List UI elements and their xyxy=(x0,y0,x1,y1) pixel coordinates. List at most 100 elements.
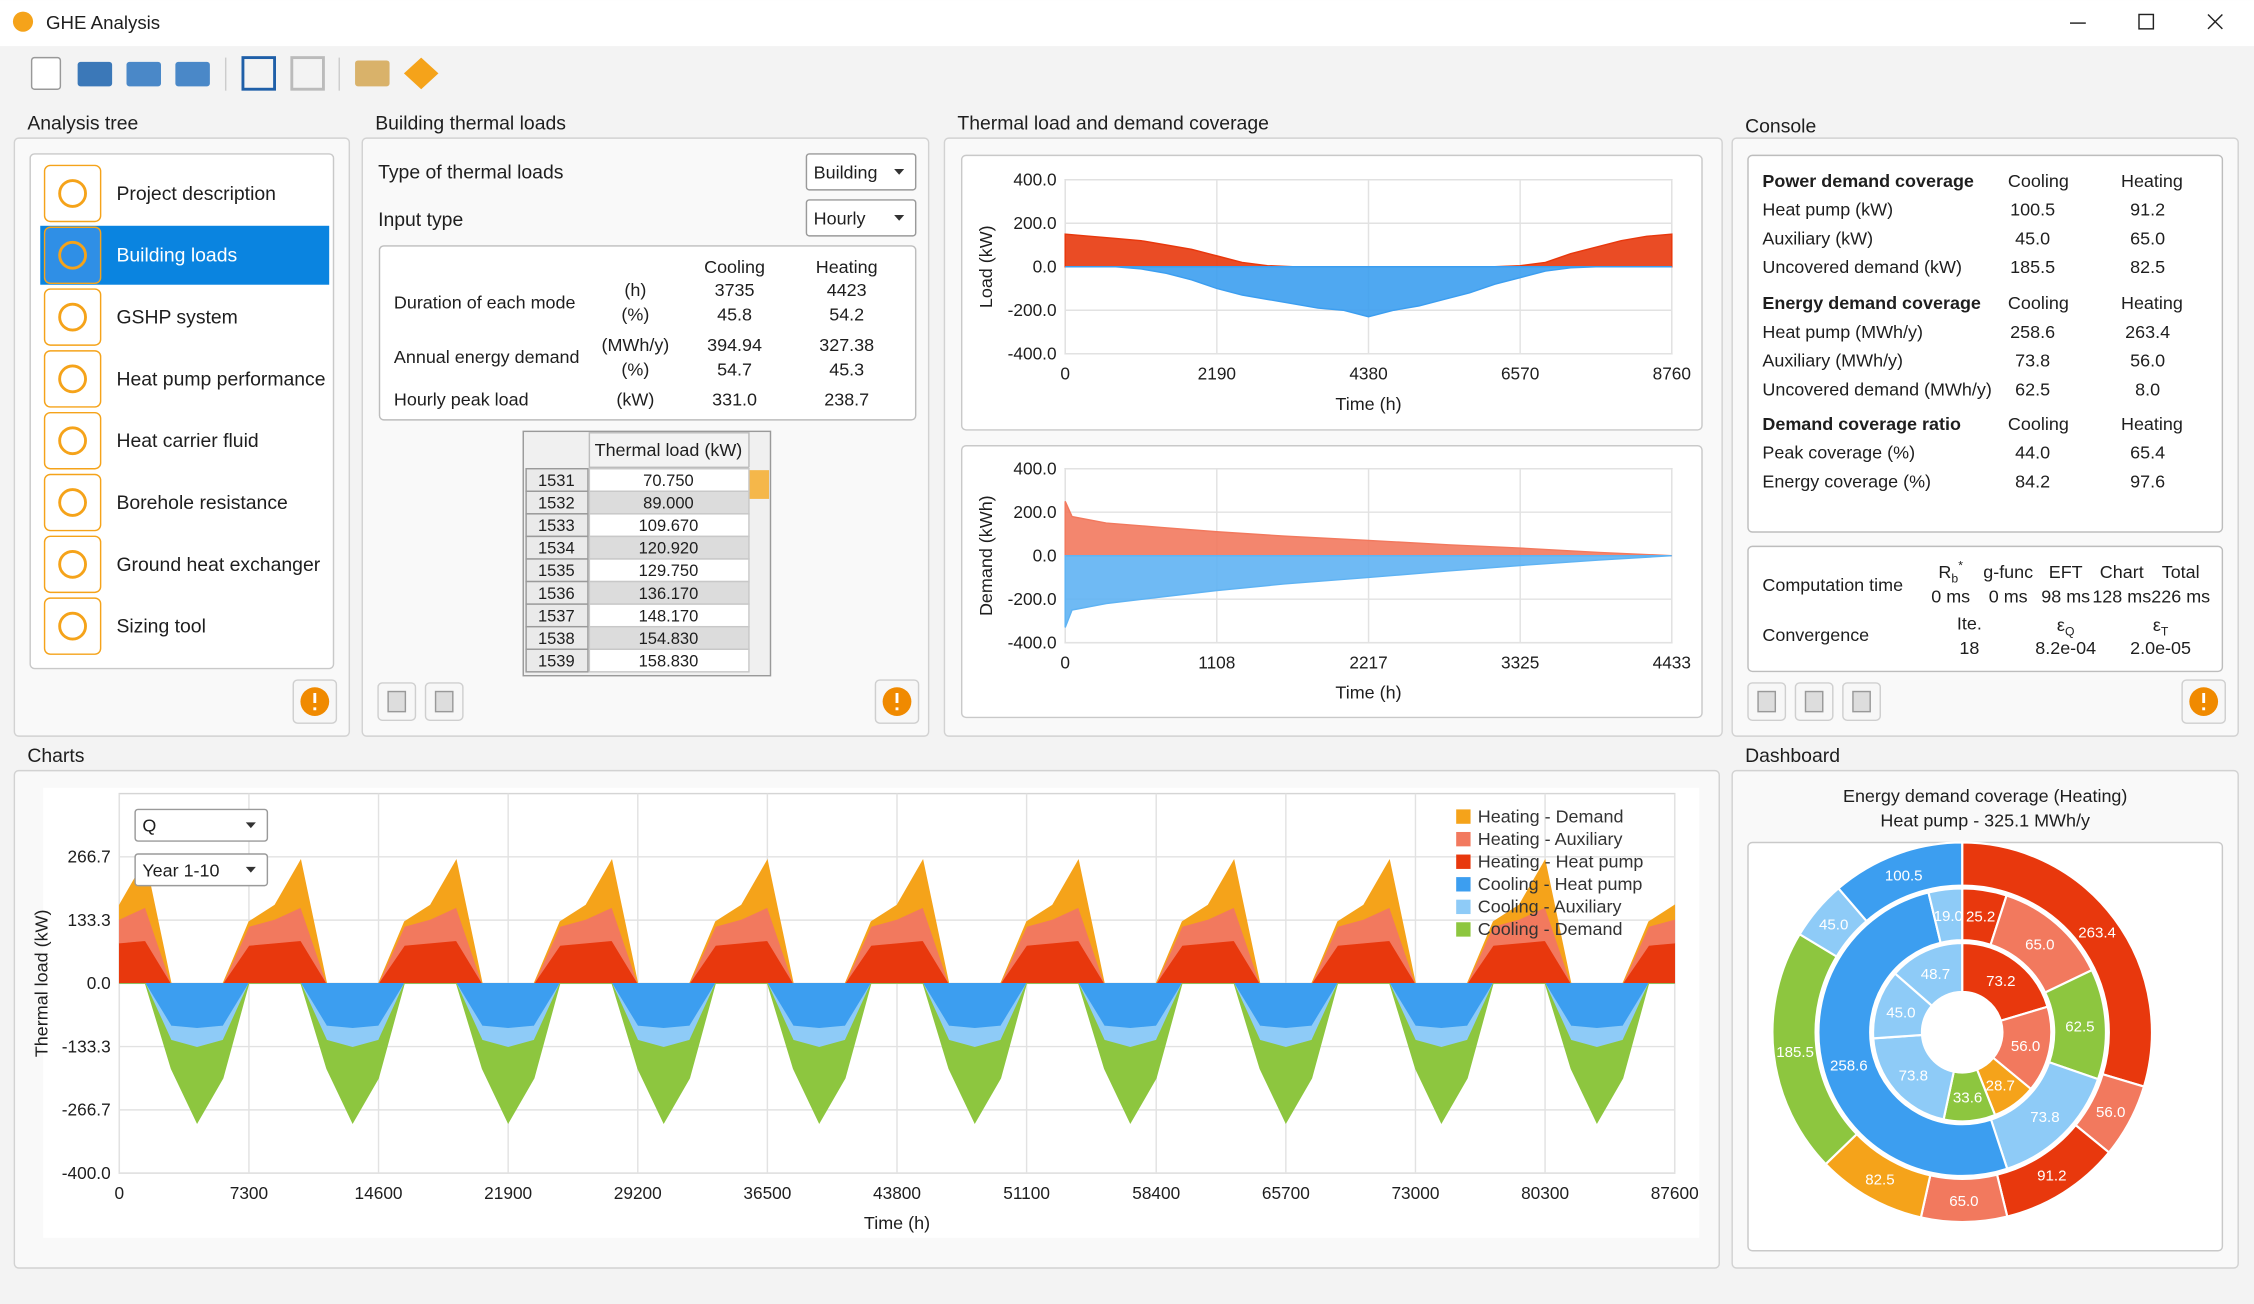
segment-label: 28.7 xyxy=(1986,1077,2015,1094)
convergence-value: 8.2e-04 xyxy=(2035,638,2096,658)
panel-title: Thermal load and demand coverage xyxy=(957,112,1269,134)
heating-value: 65.0 xyxy=(2130,228,2165,248)
y-tick-label: -400.0 xyxy=(1008,343,1057,363)
table-value: 154.830 xyxy=(639,629,699,648)
item-icon[interactable] xyxy=(43,535,102,594)
symbol: Rb* xyxy=(1938,558,1963,585)
scroll-thumb[interactable] xyxy=(748,470,770,499)
legend-label: Heating - Auxiliary xyxy=(1478,829,1623,849)
dropdown[interactable] xyxy=(134,808,269,842)
column-header: EFT xyxy=(2049,562,2083,582)
tree-item[interactable]: Project description xyxy=(116,183,276,205)
edit-button[interactable] xyxy=(355,60,390,87)
save-as-button[interactable] xyxy=(175,61,210,87)
cooling-value: 394.94 xyxy=(707,335,762,355)
item-icon[interactable] xyxy=(43,473,102,532)
label: Input type xyxy=(378,209,463,231)
tree-item[interactable]: Heat pump performance xyxy=(116,368,325,390)
run-button[interactable] xyxy=(403,57,439,90)
table-cell xyxy=(588,648,750,673)
fullscreen-button[interactable] xyxy=(241,56,276,91)
x-tick-label: 87600 xyxy=(1651,1183,1699,1203)
legend-label: Heating - Demand xyxy=(1478,806,1624,826)
toolbar xyxy=(30,56,439,91)
row-number: 1535 xyxy=(538,561,575,580)
segment-label: 73.8 xyxy=(1899,1067,1928,1084)
table-value: 158.830 xyxy=(639,652,699,671)
new-button[interactable] xyxy=(30,56,62,90)
tree-item[interactable]: Borehole resistance xyxy=(116,492,287,514)
window-title: GHE Analysis xyxy=(46,12,160,33)
area xyxy=(1065,266,1672,318)
close-button[interactable] xyxy=(2207,13,2223,30)
iteration-value: 18 xyxy=(1959,638,1979,658)
dropdown[interactable] xyxy=(134,853,269,887)
legend-label: Cooling - Heat pump xyxy=(1478,874,1643,894)
column-header: Heating xyxy=(2121,414,2183,434)
x-tick-label: 14600 xyxy=(355,1183,403,1203)
tree-item[interactable]: GSHP system xyxy=(116,307,237,329)
segment-label: 56.0 xyxy=(2011,1038,2040,1055)
dropdown[interactable] xyxy=(805,199,917,237)
legend-swatch xyxy=(1456,922,1471,937)
tree-item[interactable]: Building loads xyxy=(116,245,237,267)
tool-icon xyxy=(387,690,407,713)
segment-label: 65.0 xyxy=(1949,1193,1978,1210)
y-tick-label: -266.7 xyxy=(62,1100,111,1120)
table-value: 89.000 xyxy=(643,494,694,513)
y-axis-label: Thermal load (kW) xyxy=(31,910,51,1058)
dropdown-arrow xyxy=(894,215,905,221)
item-icon[interactable] xyxy=(43,411,102,470)
legend-label: Heating - Heat pump xyxy=(1478,851,1644,871)
tree-item[interactable]: Sizing tool xyxy=(116,616,205,638)
table-value: 148.170 xyxy=(639,606,699,625)
column-header: Cooling xyxy=(2008,293,2069,313)
row-label: Auxiliary (MWh/y) xyxy=(1762,351,1903,371)
sunburst-segment xyxy=(1927,887,1964,945)
y-tick-label: 0.0 xyxy=(1033,545,1057,565)
row-label: Auxiliary (kW) xyxy=(1762,228,1873,248)
unit: (%) xyxy=(621,305,649,325)
open-button[interactable] xyxy=(77,61,113,87)
tree-item[interactable]: Heat carrier fluid xyxy=(116,430,258,452)
cooling-value: 100.5 xyxy=(2010,200,2055,220)
sunburst-segment xyxy=(1872,1033,1956,1121)
row-number: 1538 xyxy=(538,629,575,648)
row-number: 1533 xyxy=(538,516,575,535)
row-label: Peak coverage (%) xyxy=(1762,443,1915,463)
tool-icon xyxy=(1852,690,1871,713)
segment-label: 263.4 xyxy=(2078,925,2116,942)
x-tick-label: 2217 xyxy=(1349,653,1387,673)
row-label: Heat pump (kW) xyxy=(1762,200,1893,220)
tree-item[interactable]: Ground heat exchanger xyxy=(116,554,320,576)
chart-title: Energy demand coverage (Heating) xyxy=(1843,786,2127,806)
cooling-value: 45.8 xyxy=(717,305,752,325)
legend-label: Cooling - Demand xyxy=(1478,919,1623,939)
save-button[interactable] xyxy=(126,61,162,87)
cooling-value: 185.5 xyxy=(2010,257,2055,277)
item-icon[interactable] xyxy=(43,288,102,346)
item-icon[interactable] xyxy=(43,597,102,655)
x-axis-label: Time (h) xyxy=(1335,394,1401,414)
y-tick-label: -400.0 xyxy=(62,1163,111,1183)
symbol-sub: T xyxy=(2161,624,2169,638)
dropdown[interactable] xyxy=(805,153,917,191)
item-icon[interactable] xyxy=(43,350,102,408)
segment-label: 185.5 xyxy=(1776,1044,1814,1061)
y-tick-label: 200.0 xyxy=(1013,213,1056,233)
heating-value: 4423 xyxy=(827,280,867,300)
item-icon[interactable] xyxy=(43,164,102,223)
x-axis-label: Time (h) xyxy=(1335,683,1401,703)
restore-button[interactable] xyxy=(290,56,325,91)
item-icon[interactable] xyxy=(43,226,102,284)
symbol: εT xyxy=(2153,615,2169,638)
dropdown-arrow xyxy=(245,866,256,873)
cooling-value: 3735 xyxy=(715,280,755,300)
unit: (h) xyxy=(624,280,646,300)
dropdown-arrow xyxy=(894,169,905,175)
heating-value: 82.5 xyxy=(2130,257,2165,277)
symbol-base: ε xyxy=(2153,615,2161,635)
time-value: 128 ms xyxy=(2092,586,2151,606)
maximize-button[interactable] xyxy=(2138,13,2155,30)
heating-value: 91.2 xyxy=(2130,200,2165,220)
